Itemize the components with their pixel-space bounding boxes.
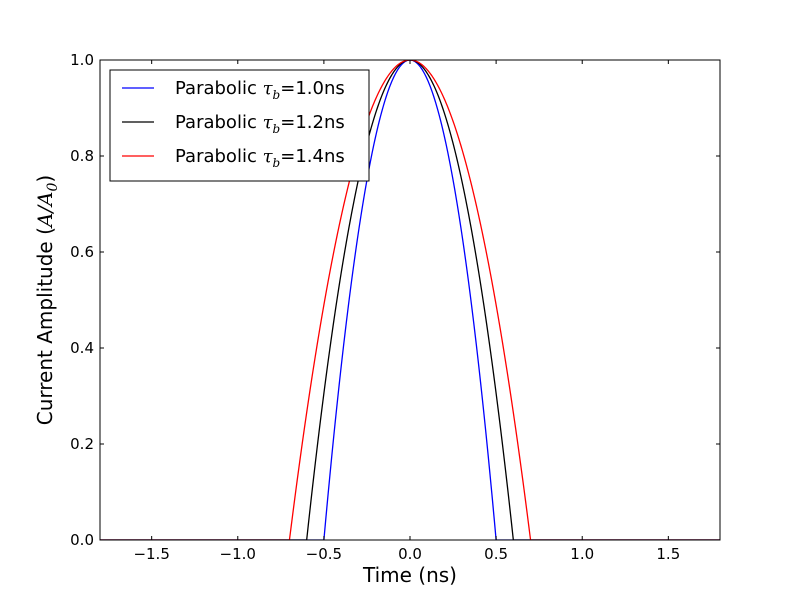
x-tick-label: −0.5 <box>306 545 342 563</box>
x-tick-label: −1.0 <box>220 545 256 563</box>
y-axis-label: Current Amplitude (A/A0) <box>33 175 61 425</box>
y-tick-label: 0.0 <box>70 531 94 549</box>
y-axis-label-prefix: Current Amplitude ( <box>33 227 57 425</box>
y-axis-label-suffix: ) <box>33 175 57 183</box>
x-tick-label: 0.0 <box>398 545 422 563</box>
x-tick-label: −1.5 <box>133 545 169 563</box>
y-axis-label-math: A/A <box>33 191 57 229</box>
x-tick-label: 1.5 <box>656 545 680 563</box>
x-tick-label: 0.5 <box>484 545 508 563</box>
legend-label-1: Parabolic τb=1.2ns <box>175 112 345 136</box>
legend: Parabolic τb=1.0ns Parabolic τb=1.2ns Para… <box>109 69 370 182</box>
x-axis-label: Time (ns) <box>362 563 457 587</box>
y-tick-label: 0.4 <box>70 339 94 357</box>
y-axis-label-math-sub: 0 <box>45 182 61 191</box>
legend-label-0: Parabolic τb=1.0ns <box>175 78 345 102</box>
y-tick-label: 0.8 <box>70 147 94 165</box>
y-tick-label: 1.0 <box>70 51 94 69</box>
y-tick-label: 0.6 <box>70 243 94 261</box>
ticks-layer: −1.5 −1.0 −0.5 0.0 0.5 1.0 1.5 0.0 0.2 0.4 0.6 0.8 1… <box>70 51 720 563</box>
x-tick-label: 1.0 <box>570 545 594 563</box>
y-tick-label: 0.2 <box>70 435 94 453</box>
legend-label-2: Parabolic τb=1.4ns <box>175 146 345 170</box>
